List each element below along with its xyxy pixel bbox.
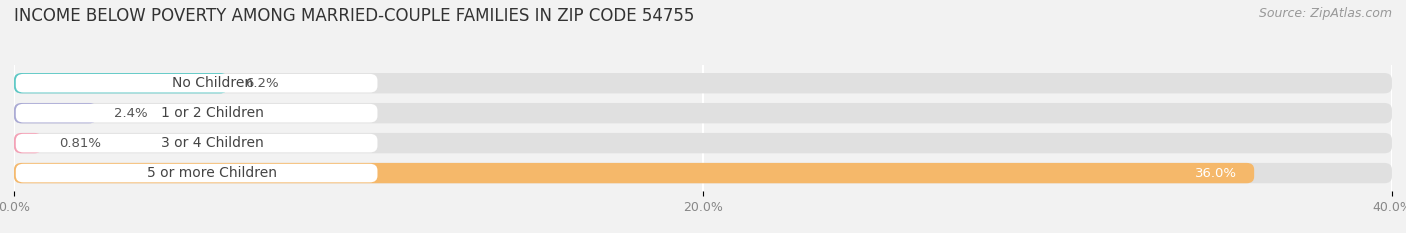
Text: 36.0%: 36.0% [1195,167,1237,180]
Text: INCOME BELOW POVERTY AMONG MARRIED-COUPLE FAMILIES IN ZIP CODE 54755: INCOME BELOW POVERTY AMONG MARRIED-COUPL… [14,7,695,25]
Text: 3 or 4 Children: 3 or 4 Children [160,136,263,150]
FancyBboxPatch shape [15,104,377,123]
FancyBboxPatch shape [14,163,1254,183]
FancyBboxPatch shape [14,73,228,93]
FancyBboxPatch shape [14,103,97,123]
FancyBboxPatch shape [15,134,377,152]
Text: 0.81%: 0.81% [59,137,101,150]
FancyBboxPatch shape [14,103,1392,123]
FancyBboxPatch shape [14,73,1392,93]
Text: Source: ZipAtlas.com: Source: ZipAtlas.com [1258,7,1392,20]
Text: 1 or 2 Children: 1 or 2 Children [160,106,263,120]
Text: No Children: No Children [172,76,253,90]
FancyBboxPatch shape [15,74,377,93]
FancyBboxPatch shape [14,133,1392,153]
FancyBboxPatch shape [14,133,42,153]
FancyBboxPatch shape [15,164,377,182]
FancyBboxPatch shape [14,163,1392,183]
Text: 2.4%: 2.4% [114,107,148,120]
Text: 5 or more Children: 5 or more Children [148,166,277,180]
Text: 6.2%: 6.2% [245,77,278,90]
